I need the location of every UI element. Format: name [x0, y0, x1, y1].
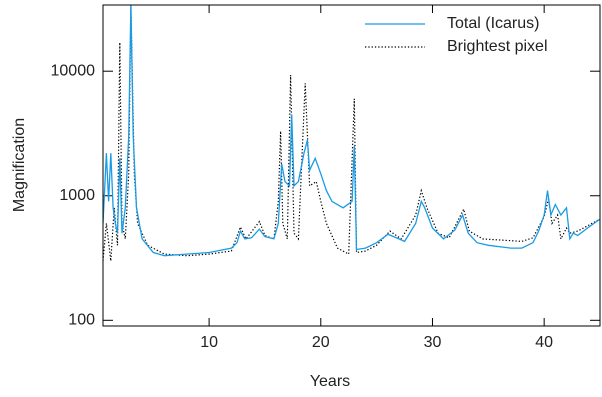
legend-label: Total (Icarus) — [447, 15, 539, 32]
plot-frame — [102, 4, 601, 327]
y-tick-label: 1000 — [59, 187, 95, 204]
series-line — [103, 5, 600, 257]
y-tick-label: 10000 — [51, 62, 96, 79]
x-tick-label: 30 — [424, 334, 442, 351]
x-tick-label: 20 — [312, 334, 330, 351]
y-tick-label: 100 — [68, 312, 95, 329]
y-axis-label: Magnification — [11, 118, 28, 212]
legend-label: Brightest pixel — [447, 38, 548, 55]
x-tick-label: 10 — [200, 334, 218, 351]
x-tick-label: 40 — [535, 334, 553, 351]
plot-lines — [103, 5, 600, 261]
x-axis-label: Years — [310, 373, 350, 390]
